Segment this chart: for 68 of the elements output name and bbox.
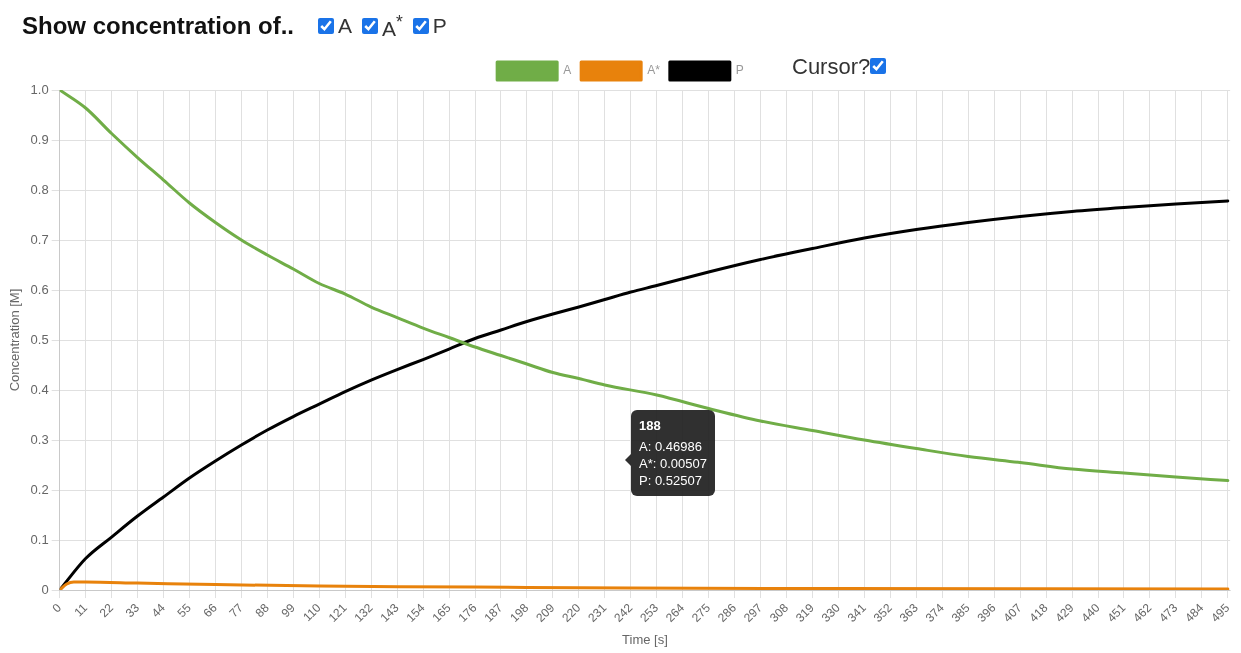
x-tick-label: 132 xyxy=(351,600,376,625)
y-tick-label: 0.7 xyxy=(30,231,49,247)
x-tick-label: 33 xyxy=(122,600,143,621)
x-tick-label: 88 xyxy=(252,600,273,621)
x-tick-label: 121 xyxy=(325,600,350,625)
y-tick-label: 1.0 xyxy=(30,81,49,97)
x-tick-label: 319 xyxy=(792,600,818,625)
x-tick-label: 462 xyxy=(1130,600,1155,625)
x-tick-label: 308 xyxy=(766,600,792,625)
x-tick-label: 407 xyxy=(1000,600,1025,625)
x-tick-label: 143 xyxy=(377,600,402,625)
chart-title: Show concentration of.. xyxy=(22,12,295,40)
x-tick-label: 363 xyxy=(896,600,921,625)
legend-label: P xyxy=(735,63,744,78)
y-tick-label: 0.3 xyxy=(30,431,49,447)
x-tick-label: 275 xyxy=(689,600,714,625)
x-tick-label: 198 xyxy=(507,600,532,625)
x-tick-label: 253 xyxy=(637,600,662,625)
x-tick-label: 231 xyxy=(585,600,610,625)
x-tick-label: 209 xyxy=(533,600,558,625)
y-tick-label: 0.5 xyxy=(30,331,49,347)
x-tick-label: 0 xyxy=(49,600,65,616)
x-tick-label: 264 xyxy=(663,600,688,625)
legend-label: A xyxy=(563,63,572,78)
legend-label: A* xyxy=(647,63,661,78)
x-tick-label: 484 xyxy=(1182,600,1207,625)
x-tick-label: 99 xyxy=(278,600,298,621)
x-tick-label: 440 xyxy=(1078,600,1103,625)
y-tick-label: 0.1 xyxy=(30,531,49,547)
x-tick-label: 154 xyxy=(403,600,428,625)
x-tick-label: 110 xyxy=(300,600,324,625)
x-tick-label: 220 xyxy=(559,600,584,625)
y-tick-label: 0.9 xyxy=(30,131,49,147)
y-tick-label: 0.4 xyxy=(30,381,49,397)
x-tick-label: 44 xyxy=(148,600,169,621)
x-tick-label: 341 xyxy=(844,600,870,625)
y-tick-label: 0.8 xyxy=(30,181,49,197)
text: P xyxy=(432,14,447,38)
text: Cursor? xyxy=(792,54,871,79)
y-tick-label: 0 xyxy=(41,581,49,597)
x-tick-label: 429 xyxy=(1052,600,1077,625)
x-tick-label: 66 xyxy=(200,600,221,621)
y-tick-label: 0.6 xyxy=(30,281,49,297)
x-tick-label: 11 xyxy=(71,600,91,620)
x-tick-label: 187 xyxy=(481,600,506,625)
x-tick-label: 374 xyxy=(922,600,947,625)
x-tick-label: 77 xyxy=(226,600,247,621)
text: A$^{*}$ xyxy=(382,11,403,41)
x-tick-label: 22 xyxy=(96,600,117,621)
x-tick-label: 286 xyxy=(715,600,740,625)
x-tick-label: 473 xyxy=(1156,600,1181,625)
annotation: 188 A: 0.46986 A*: 0.00507 P: 0.52507 xyxy=(631,410,715,496)
y-axis-title: Concentration [M] xyxy=(7,288,23,392)
text: A xyxy=(338,14,353,38)
x-tick-label: 297 xyxy=(740,600,766,625)
y-tick-label: 0.2 xyxy=(30,481,49,497)
x-tick-label: 495 xyxy=(1208,600,1233,625)
x-tick-label: 165 xyxy=(429,600,454,625)
x-tick-label: 330 xyxy=(818,600,844,625)
x-tick-label: 385 xyxy=(948,600,973,625)
x-tick-label: 418 xyxy=(1026,600,1051,625)
x-tick-label: 55 xyxy=(174,600,195,621)
x-axis-title: Time [s] xyxy=(622,631,668,647)
x-tick-label: 242 xyxy=(611,600,636,625)
x-tick-label: 176 xyxy=(455,600,480,625)
x-tick-label: 396 xyxy=(974,600,999,625)
x-tick-label: 352 xyxy=(870,600,896,625)
x-tick-label: 451 xyxy=(1104,600,1129,625)
